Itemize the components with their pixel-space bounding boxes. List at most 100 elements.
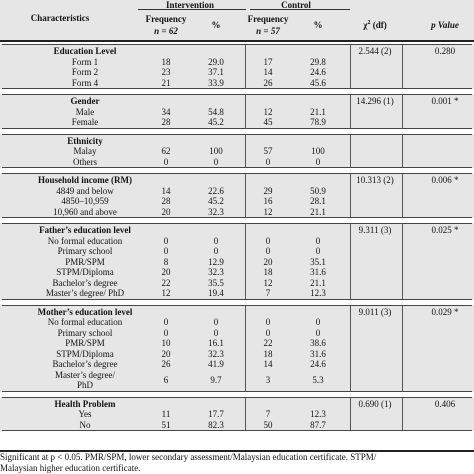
intervention-percent: 22.6 <box>208 185 224 196</box>
row-label: Bachelor’s degree <box>52 359 118 369</box>
section-p-value: 0.001 * <box>431 96 459 106</box>
intervention-frequency: 26 <box>161 359 171 369</box>
section-band <box>0 44 474 89</box>
intervention-frequency: 8 <box>163 256 169 267</box>
column-divider <box>350 44 351 89</box>
chi-superscript: 2 <box>367 20 371 26</box>
control-frequency: 3 <box>265 374 271 385</box>
section-statistic: 0.690 (1) <box>358 398 392 409</box>
control-percent: 78.9 <box>310 117 326 127</box>
row-label: No formal education <box>47 317 123 327</box>
control-frequency: 12 <box>263 106 273 117</box>
intervention-frequency: 0 <box>163 317 169 327</box>
intervention-frequency: 34 <box>161 106 171 117</box>
intervention-percent: 0 <box>213 327 219 338</box>
control-frequency: 0 <box>265 327 271 338</box>
intervention-frequency: 20 <box>161 348 171 359</box>
intervention-percent: 19.4 <box>208 288 224 298</box>
section-p-value: 0.006 * <box>431 175 459 185</box>
column-divider <box>245 94 246 129</box>
section-title: Health Problem <box>54 398 116 409</box>
intervention-frequency: 0 <box>163 235 169 246</box>
control-percent: 24.6 <box>310 67 326 77</box>
header-rule <box>0 40 474 42</box>
row-label: Master’s degree/ <box>54 369 116 380</box>
section-statistic: 9.311 (3) <box>358 225 392 235</box>
section-box <box>2 223 472 300</box>
section-p-value: 0.406 <box>434 398 456 409</box>
intervention-percent: 35.5 <box>208 277 224 288</box>
control-percent: 21.1 <box>310 106 326 117</box>
header-control: Control <box>281 0 311 10</box>
control-frequency: 12 <box>263 206 273 217</box>
control-frequency: 18 <box>263 348 273 359</box>
control-frequency: 16 <box>263 196 273 206</box>
control-frequency: 18 <box>263 267 273 277</box>
intervention-frequency: 23 <box>161 67 171 77</box>
section-box <box>2 94 472 129</box>
section-title: Education Level <box>53 46 117 56</box>
intervention-percent: 0 <box>213 246 219 256</box>
row-label: 10,960 and above <box>53 206 117 217</box>
intervention-frequency: 18 <box>161 56 171 67</box>
footnote-line-1: Significant at p < 0.05. PMR/SPM, lower … <box>0 452 377 462</box>
control-percent: 100 <box>311 146 325 156</box>
column-divider <box>245 173 246 218</box>
section-band <box>0 396 474 431</box>
control-percent: 50.9 <box>310 185 326 196</box>
column-divider <box>245 396 246 431</box>
control-percent: 35.1 <box>310 256 326 267</box>
section-box <box>2 396 472 431</box>
control-rule <box>250 9 350 10</box>
section-statistic: 14.296 (1) <box>356 96 394 106</box>
control-frequency: 14 <box>263 359 273 369</box>
header-percent-control: % <box>313 20 323 30</box>
column-divider <box>402 133 403 168</box>
intervention-percent: 9.7 <box>210 374 222 385</box>
control-frequency: 26 <box>263 77 273 88</box>
section-title: Ethnicity <box>67 135 103 146</box>
section-statistic: 2.544 (2) <box>358 46 392 56</box>
section-band <box>0 133 474 168</box>
row-label: STPM/Diploma <box>56 348 114 359</box>
row-label: Form 2 <box>71 67 99 77</box>
control-frequency: 29 <box>263 185 273 196</box>
row-label: PMR/SPM <box>65 338 105 348</box>
header-n-control: n = 57 <box>256 26 280 36</box>
control-frequency: 20 <box>263 256 273 267</box>
intervention-percent: 12.9 <box>208 256 224 267</box>
section-title: Household income (RM) <box>38 175 132 185</box>
column-divider <box>350 133 351 168</box>
section-box <box>2 133 472 168</box>
control-percent: 45.6 <box>310 77 326 88</box>
control-frequency: 7 <box>265 409 271 419</box>
column-divider <box>402 396 403 431</box>
intervention-percent: 32.3 <box>208 267 224 277</box>
footnote-line-2: Malaysian higher education certificate. <box>0 463 141 473</box>
header-characteristics: Characteristics <box>30 13 90 23</box>
row-label: Master’s degree/ PhD <box>45 288 125 298</box>
intervention-frequency: 10 <box>161 338 171 348</box>
section-title: Father’s education level <box>39 225 131 235</box>
intervention-rule <box>138 9 246 10</box>
section-p-value: 0.029 * <box>431 306 459 317</box>
intervention-percent: 45.2 <box>208 117 224 127</box>
column-divider <box>402 304 403 392</box>
intervention-percent: 45.2 <box>208 196 224 206</box>
control-frequency: 0 <box>265 156 271 167</box>
control-frequency: 17 <box>263 56 273 67</box>
intervention-percent: 32.3 <box>208 348 224 359</box>
chi-df: (df) <box>370 20 387 30</box>
section-statistic: 9.011 (3) <box>358 306 392 317</box>
control-percent: 29.8 <box>310 56 326 67</box>
intervention-frequency: 14 <box>161 185 171 196</box>
header-percent-intervention: % <box>211 20 221 30</box>
column-divider <box>350 223 351 300</box>
control-percent: 0 <box>315 156 321 167</box>
row-label: Others <box>73 156 97 167</box>
header-p-value: p Value <box>431 21 459 30</box>
control-percent: 24.6 <box>310 359 326 369</box>
control-percent: 31.6 <box>310 267 326 277</box>
intervention-percent: 33.9 <box>208 77 224 88</box>
